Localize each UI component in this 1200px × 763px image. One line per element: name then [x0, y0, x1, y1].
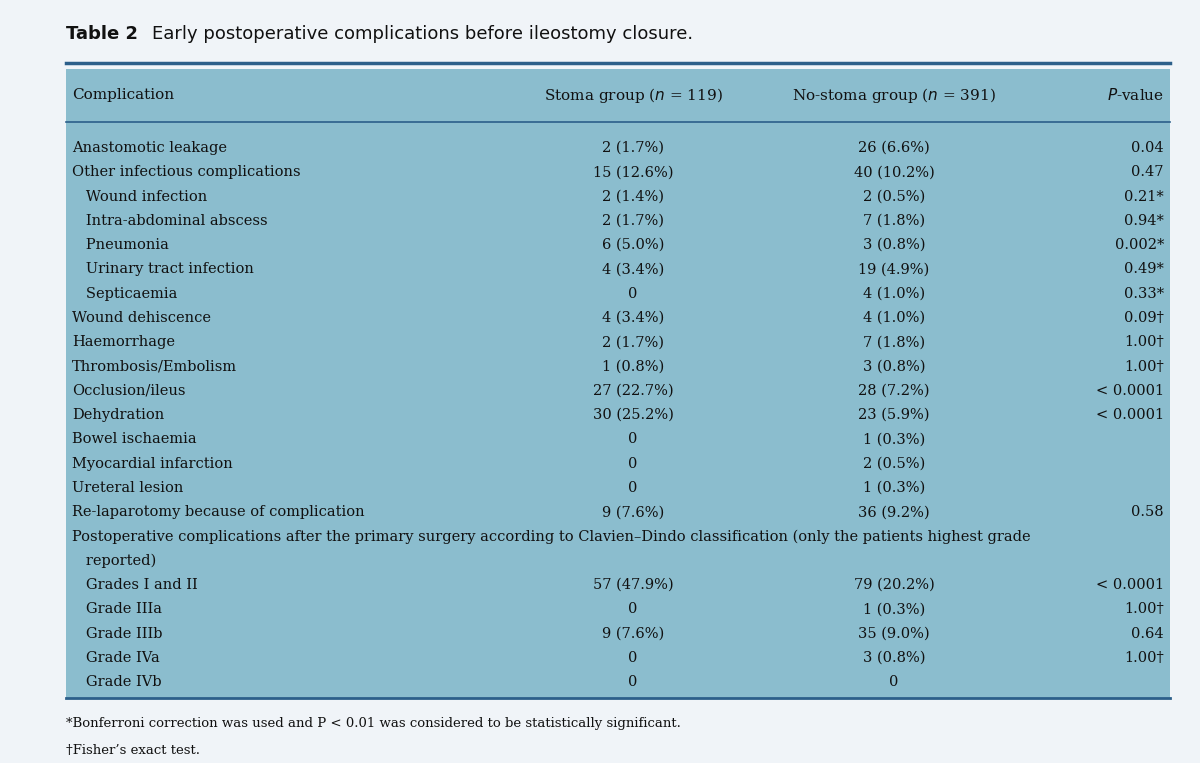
Text: 2 (1.7%): 2 (1.7%): [602, 141, 664, 155]
Text: 2 (1.4%): 2 (1.4%): [602, 189, 664, 204]
Text: 57 (47.9%): 57 (47.9%): [593, 578, 673, 592]
Text: 0.04: 0.04: [1132, 141, 1164, 155]
Text: Grade IVa: Grade IVa: [72, 651, 160, 665]
Text: 0.002*: 0.002*: [1115, 238, 1164, 252]
Text: Occlusion/ileus: Occlusion/ileus: [72, 384, 186, 398]
Text: 1 (0.3%): 1 (0.3%): [863, 602, 925, 617]
Text: 23 (5.9%): 23 (5.9%): [858, 408, 930, 422]
Text: 1 (0.8%): 1 (0.8%): [602, 359, 664, 374]
Text: 6 (5.0%): 6 (5.0%): [602, 238, 664, 252]
Text: Pneumonia: Pneumonia: [72, 238, 169, 252]
Text: < 0.0001: < 0.0001: [1096, 408, 1164, 422]
Text: < 0.0001: < 0.0001: [1096, 578, 1164, 592]
Text: Grade IIIa: Grade IIIa: [72, 602, 162, 617]
Text: 0.64: 0.64: [1132, 626, 1164, 641]
Text: 9 (7.6%): 9 (7.6%): [602, 626, 664, 641]
Text: 3 (0.8%): 3 (0.8%): [863, 651, 925, 665]
Text: 3 (0.8%): 3 (0.8%): [863, 238, 925, 252]
Text: 26 (6.6%): 26 (6.6%): [858, 141, 930, 155]
Text: No-stoma group ($n$ = 391): No-stoma group ($n$ = 391): [792, 86, 996, 105]
Text: 0: 0: [889, 675, 899, 689]
Text: Ureteral lesion: Ureteral lesion: [72, 481, 184, 495]
Text: Grade IVb: Grade IVb: [72, 675, 162, 689]
Text: Wound infection: Wound infection: [72, 189, 208, 204]
Text: Early postoperative complications before ileostomy closure.: Early postoperative complications before…: [152, 25, 694, 43]
Text: 2 (0.5%): 2 (0.5%): [863, 189, 925, 204]
Text: 1.00†: 1.00†: [1124, 335, 1164, 349]
Text: 2 (1.7%): 2 (1.7%): [602, 335, 664, 349]
Text: Septicaemia: Septicaemia: [72, 287, 178, 301]
Text: 2 (0.5%): 2 (0.5%): [863, 456, 925, 471]
Text: 36 (9.2%): 36 (9.2%): [858, 505, 930, 519]
Text: 0: 0: [629, 675, 637, 689]
Text: Re-laparotomy because of complication: Re-laparotomy because of complication: [72, 505, 365, 519]
Text: 0.47: 0.47: [1132, 166, 1164, 179]
Text: Dehydration: Dehydration: [72, 408, 164, 422]
Text: 2 (1.7%): 2 (1.7%): [602, 214, 664, 228]
Text: 7 (1.8%): 7 (1.8%): [863, 335, 925, 349]
Text: 7 (1.8%): 7 (1.8%): [863, 214, 925, 228]
Text: 0.49*: 0.49*: [1124, 262, 1164, 276]
Text: 9 (7.6%): 9 (7.6%): [602, 505, 664, 519]
Text: Intra-abdominal abscess: Intra-abdominal abscess: [72, 214, 268, 228]
Text: 1.00†: 1.00†: [1124, 651, 1164, 665]
Text: 40 (10.2%): 40 (10.2%): [853, 166, 935, 179]
FancyBboxPatch shape: [66, 69, 1170, 698]
Text: Table 2: Table 2: [66, 25, 138, 43]
Text: 35 (9.0%): 35 (9.0%): [858, 626, 930, 641]
Text: Haemorrhage: Haemorrhage: [72, 335, 175, 349]
Text: 1 (0.3%): 1 (0.3%): [863, 481, 925, 495]
Text: 0.94*: 0.94*: [1124, 214, 1164, 228]
Text: 0: 0: [629, 456, 637, 471]
Text: 79 (20.2%): 79 (20.2%): [853, 578, 935, 592]
Text: Wound dehiscence: Wound dehiscence: [72, 311, 211, 325]
Text: 15 (12.6%): 15 (12.6%): [593, 166, 673, 179]
Text: $P$-value: $P$-value: [1108, 88, 1164, 103]
Text: Complication: Complication: [72, 89, 174, 102]
Text: 1.00†: 1.00†: [1124, 602, 1164, 617]
Text: Bowel ischaemia: Bowel ischaemia: [72, 433, 197, 446]
Text: 27 (22.7%): 27 (22.7%): [593, 384, 673, 398]
Text: 4 (3.4%): 4 (3.4%): [602, 262, 664, 276]
Text: 0: 0: [629, 651, 637, 665]
Text: 4 (3.4%): 4 (3.4%): [602, 311, 664, 325]
Text: 19 (4.9%): 19 (4.9%): [858, 262, 930, 276]
Text: 0: 0: [629, 287, 637, 301]
Text: 28 (7.2%): 28 (7.2%): [858, 384, 930, 398]
Text: Grades I and II: Grades I and II: [72, 578, 198, 592]
Text: 3 (0.8%): 3 (0.8%): [863, 359, 925, 374]
Text: 4 (1.0%): 4 (1.0%): [863, 287, 925, 301]
Text: 0.58: 0.58: [1132, 505, 1164, 519]
Text: 1 (0.3%): 1 (0.3%): [863, 433, 925, 446]
Text: Anastomotic leakage: Anastomotic leakage: [72, 141, 227, 155]
Text: 0.21*: 0.21*: [1124, 189, 1164, 204]
Text: 0: 0: [629, 602, 637, 617]
Text: Myocardial infarction: Myocardial infarction: [72, 456, 233, 471]
Text: 1.00†: 1.00†: [1124, 359, 1164, 374]
Text: 0: 0: [629, 433, 637, 446]
Text: < 0.0001: < 0.0001: [1096, 384, 1164, 398]
Text: Postoperative complications after the primary surgery according to Clavien–Dindo: Postoperative complications after the pr…: [72, 530, 1031, 544]
Text: †Fisher’s exact test.: †Fisher’s exact test.: [66, 744, 200, 757]
Text: *Bonferroni correction was used and P < 0.01 was considered to be statistically : *Bonferroni correction was used and P < …: [66, 717, 680, 730]
Text: 30 (25.2%): 30 (25.2%): [593, 408, 673, 422]
Text: Urinary tract infection: Urinary tract infection: [72, 262, 254, 276]
Text: Thrombosis/Embolism: Thrombosis/Embolism: [72, 359, 238, 374]
Text: 0.09†: 0.09†: [1124, 311, 1164, 325]
Text: Grade IIIb: Grade IIIb: [72, 626, 162, 641]
Text: Stoma group ($n$ = 119): Stoma group ($n$ = 119): [544, 86, 722, 105]
Text: 4 (1.0%): 4 (1.0%): [863, 311, 925, 325]
Text: 0: 0: [629, 481, 637, 495]
Text: 0.33*: 0.33*: [1124, 287, 1164, 301]
Text: Other infectious complications: Other infectious complications: [72, 166, 301, 179]
Text: reported): reported): [72, 554, 156, 568]
